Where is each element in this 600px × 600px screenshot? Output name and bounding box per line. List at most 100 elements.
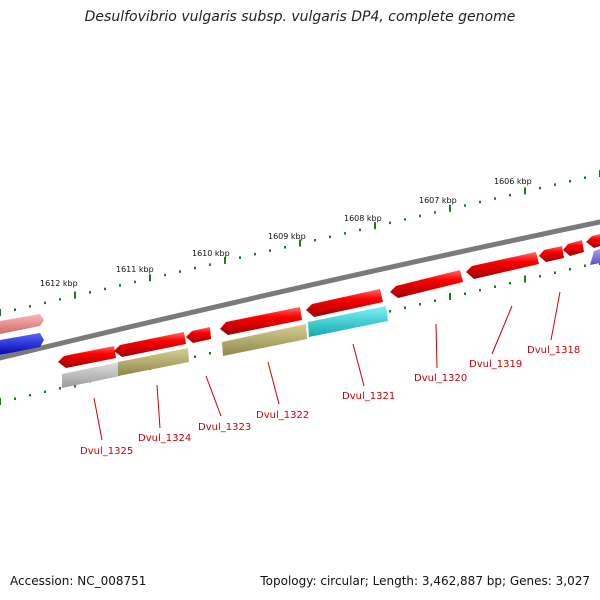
ruler-major-tick	[149, 274, 151, 282]
ruler-minor-tick	[419, 303, 421, 306]
ruler-minor-tick	[554, 183, 556, 186]
ruler-minor-tick	[134, 280, 136, 284]
ruler-major-tick	[449, 204, 451, 212]
gene-leader-lines	[93, 291, 561, 441]
gene-label-dvul-1323[interactable]: Dvul_1323	[198, 422, 251, 433]
ruler-minor-tick	[344, 232, 346, 235]
ruler-major-tick	[524, 275, 526, 283]
ruler-major-tick	[374, 222, 376, 230]
gene-pink-left[interactable]	[0, 314, 44, 334]
ruler-minor-tick	[509, 193, 511, 197]
ruler-minor-tick	[464, 292, 466, 295]
ruler-minor-tick	[14, 308, 16, 311]
ruler-minor-tick	[44, 301, 46, 305]
feature-gray[interactable]	[62, 362, 120, 388]
ruler-label-1612: 1612 kbp	[40, 279, 78, 288]
ruler-major-tick	[74, 291, 76, 299]
ruler-minor-tick	[89, 291, 91, 294]
gene-arrow-dvul-1323[interactable]	[186, 327, 211, 343]
ruler-minor-tick	[179, 270, 181, 273]
ruler-label-1610: 1610 kbp	[192, 249, 230, 258]
ruler-minor-tick	[434, 211, 436, 214]
ruler-major-tick	[224, 256, 226, 264]
ruler-minor-tick	[59, 387, 61, 390]
ruler-minor-tick	[509, 282, 511, 285]
gene-label-dvul-1320[interactable]: Dvul_1320	[414, 373, 467, 384]
feature-olive-1322[interactable]	[222, 324, 307, 356]
outer-ruler	[0, 170, 600, 316]
ruler-minor-tick	[59, 298, 61, 301]
ruler-minor-tick	[14, 397, 16, 400]
ruler-minor-tick	[359, 228, 361, 232]
ruler-minor-tick	[119, 284, 121, 287]
ruler-minor-tick	[494, 285, 496, 288]
gene-arrow-dvul-1325[interactable]	[58, 346, 116, 368]
ruler-label-1611: 1611 kbp	[116, 265, 154, 274]
gene-label-dvul-1325[interactable]: Dvul_1325	[80, 446, 133, 457]
ruler-major-tick	[0, 398, 1, 405]
gene-label-dvul-1319[interactable]: Dvul_1319	[469, 359, 522, 370]
ruler-major-tick	[299, 239, 301, 247]
ruler-minor-tick	[584, 176, 586, 179]
gene-arrow-small[interactable]	[563, 240, 584, 256]
ruler-minor-tick	[239, 256, 241, 259]
ruler-major-tick	[449, 293, 451, 300]
ruler-minor-tick	[584, 264, 586, 267]
gene-arrow-dvul-1319[interactable]	[466, 252, 539, 279]
ruler-label-1608: 1608 kbp	[344, 214, 382, 223]
gene-arrow-dvul-1321[interactable]	[306, 289, 383, 317]
ruler-minor-tick	[404, 218, 406, 221]
genome-summary: Topology: circular; Length: 3,462,887 bp…	[260, 574, 590, 588]
ruler-minor-tick	[539, 186, 541, 190]
ruler-minor-tick	[284, 246, 286, 249]
ruler-minor-tick	[194, 266, 196, 270]
ruler-minor-tick	[29, 394, 31, 397]
ruler-minor-tick	[569, 268, 571, 271]
ruler-minor-tick	[569, 180, 571, 183]
genome-title: Desulfovibrio vulgaris subsp. vulgaris D…	[84, 9, 516, 25]
ruler-minor-tick	[494, 197, 496, 200]
gene-label-dvul-1321[interactable]: Dvul_1321	[342, 391, 395, 402]
gene-violet-right[interactable]	[590, 249, 600, 265]
ruler-minor-tick	[209, 352, 211, 355]
gene-arrow-dvul-1318[interactable]	[539, 246, 564, 262]
ruler-label-1607: 1607 kbp	[419, 196, 457, 205]
gene-label-dvul-1318[interactable]: Dvul_1318	[527, 345, 580, 356]
ruler-minor-tick	[104, 287, 106, 291]
ruler-minor-tick	[44, 390, 46, 393]
ruler-minor-tick	[389, 310, 391, 313]
gene-label-dvul-1322[interactable]: Dvul_1322	[256, 410, 309, 421]
accession-label: Accession: NC_008751	[10, 574, 147, 588]
ruler-minor-tick	[464, 204, 466, 207]
gene-label-dvul-1324[interactable]: Dvul_1324	[138, 433, 191, 444]
ruler-minor-tick	[29, 305, 31, 308]
ruler-minor-tick	[389, 221, 391, 225]
ruler-major-tick	[524, 187, 526, 195]
genome-backbone	[0, 219, 600, 361]
gene-arrow-dvul-1322[interactable]	[220, 307, 302, 335]
ruler-minor-tick	[404, 306, 406, 309]
ruler-minor-tick	[479, 289, 481, 292]
gene-blue-left[interactable]	[0, 333, 44, 355]
feature-cyan-1321[interactable]	[308, 306, 388, 337]
ruler-major-tick	[0, 309, 1, 316]
ruler-minor-tick	[164, 273, 166, 277]
ruler-minor-tick	[269, 249, 271, 252]
ruler-minor-tick	[419, 214, 421, 218]
ruler-label-1609: 1609 kbp	[268, 232, 306, 241]
ruler-minor-tick	[434, 299, 436, 302]
gene-arrow-dvul-1324[interactable]	[114, 332, 186, 357]
ruler-minor-tick	[539, 275, 541, 278]
ruler-minor-tick	[554, 271, 556, 274]
gene-arrow-dvul-1320[interactable]	[390, 270, 463, 298]
ruler-minor-tick	[209, 263, 211, 266]
ruler-label-1606: 1606 kbp	[494, 177, 532, 186]
ruler-minor-tick	[479, 200, 481, 204]
ruler-minor-tick	[254, 252, 256, 256]
gene-arrow-edge[interactable]	[586, 234, 600, 248]
ruler-minor-tick	[329, 235, 331, 239]
ruler-minor-tick	[194, 355, 196, 358]
feature-olive-1324[interactable]	[118, 348, 189, 376]
ruler-minor-tick	[314, 239, 316, 242]
